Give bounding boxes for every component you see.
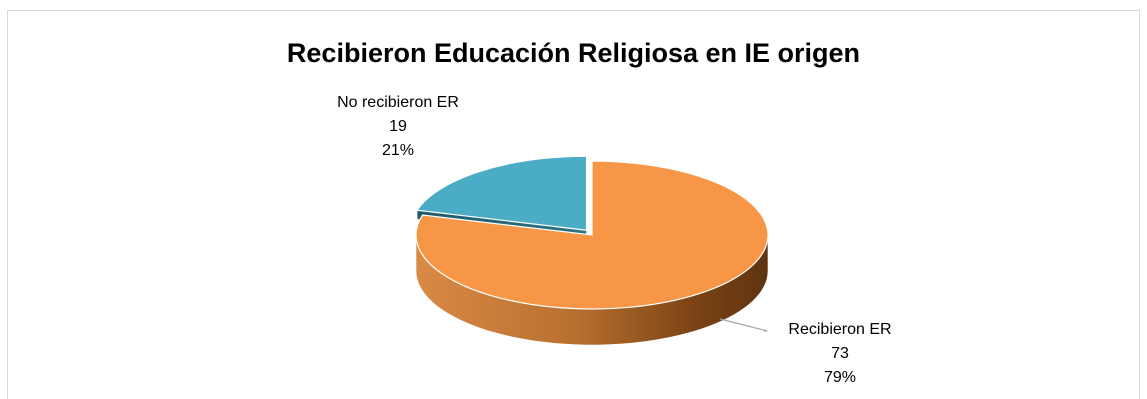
slice-percent-label: 79% xyxy=(823,369,857,386)
chart-title: Recibieron Educación Religiosa en IE ori… xyxy=(286,38,861,68)
slice-value-label: 73 xyxy=(831,345,849,362)
data-label-recibieron: Recibieron ER 73 79% xyxy=(740,318,940,390)
pie-slice xyxy=(415,160,769,310)
leader-line xyxy=(720,318,768,332)
pie-slice xyxy=(416,155,588,231)
data-label-no-recibieron: No recibieron ER 19 21% xyxy=(298,91,498,163)
slice-value-label: 19 xyxy=(389,118,407,135)
slice-percent-label: 21% xyxy=(381,142,415,159)
slice-name-label: No recibieron ER xyxy=(337,94,459,111)
slice-name-label: Recibieron ER xyxy=(788,321,892,338)
